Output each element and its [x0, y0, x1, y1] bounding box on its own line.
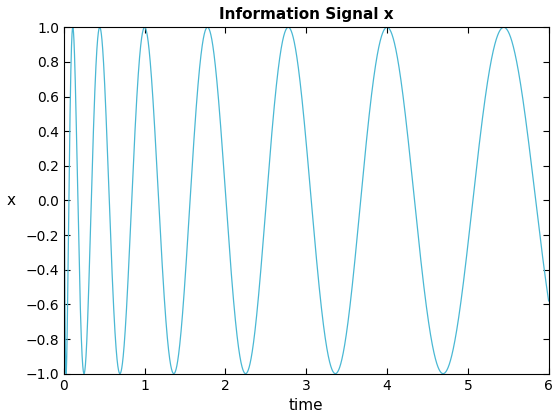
Y-axis label: x: x: [7, 193, 16, 208]
X-axis label: time: time: [289, 398, 324, 413]
Title: Information Signal x: Information Signal x: [219, 7, 394, 22]
